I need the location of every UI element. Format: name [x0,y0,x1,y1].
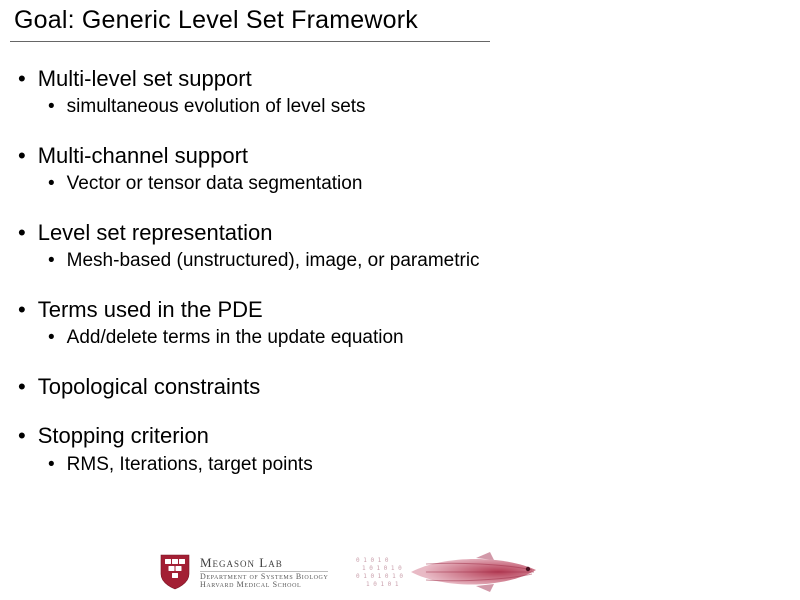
sub-bullet-text: Add/delete terms in the update equation [67,326,404,350]
bullet-text: Stopping criterion [38,423,209,448]
list-item: Topological constraints [18,374,758,399]
sub-list: RMS, Iterations, target points [18,453,758,477]
list-item: simultaneous evolution of level sets [48,95,758,119]
list-item: Terms used in the PDE Add/delete terms i… [18,297,758,350]
sub-list: simultaneous evolution of level sets [18,95,758,119]
slide-title: Goal: Generic Level Set Framework [14,6,418,35]
list-item: Level set representation Mesh-based (uns… [18,220,758,273]
bullet-text: Level set representation [38,220,273,245]
list-item: Add/delete terms in the update equation [48,326,758,350]
lab-name: Megason Lab [200,556,328,569]
sub-bullet-text: Vector or tensor data segmentation [67,172,363,196]
svg-text:1 0 1 0 1: 1 0 1 0 1 [366,581,399,588]
svg-text:1 0 1 0 1 0: 1 0 1 0 1 0 [362,565,402,572]
bullet-text: Multi-channel support [38,143,248,168]
footer: Megason Lab Department of Systems Biolog… [160,550,680,594]
sub-list: Mesh-based (unstructured), image, or par… [18,249,758,273]
svg-text:0 1 0 1 0: 0 1 0 1 0 [356,557,389,564]
lab-dept: Department of Systems Biology [200,571,328,581]
list-item: Mesh-based (unstructured), image, or par… [48,249,758,273]
lab-school: Harvard Medical School [200,581,328,589]
sub-bullet-text: simultaneous evolution of level sets [67,95,366,119]
sub-bullet-text: Mesh-based (unstructured), image, or par… [67,249,480,273]
list-item: Stopping criterion RMS, Iterations, targ… [18,423,758,476]
list-item: Multi-level set support simultaneous evo… [18,66,758,119]
bullet-text: Terms used in the PDE [38,297,263,322]
bullet-text: Topological constraints [38,374,261,399]
slide: Goal: Generic Level Set Framework Multi-… [0,0,800,600]
harvard-shield-icon [160,554,190,590]
list-item: Vector or tensor data segmentation [48,172,758,196]
bullet-list: Multi-level set support simultaneous evo… [18,66,758,501]
sub-bullet-text: RMS, Iterations, target points [67,453,313,477]
lab-text-block: Megason Lab Department of Systems Biolog… [200,556,328,589]
zebrafish-icon: 0 1 0 1 0 1 0 1 0 1 0 0 1 0 1 0 1 0 1 0 … [356,552,546,592]
sub-list: Vector or tensor data segmentation [18,172,758,196]
svg-text:0 1 0 1 0 1 0: 0 1 0 1 0 1 0 [356,573,403,580]
sub-list: Add/delete terms in the update equation [18,326,758,350]
bullet-text: Multi-level set support [38,66,252,91]
list-item: RMS, Iterations, target points [48,453,758,477]
title-underline [10,41,490,42]
list-item: Multi-channel support Vector or tensor d… [18,143,758,196]
